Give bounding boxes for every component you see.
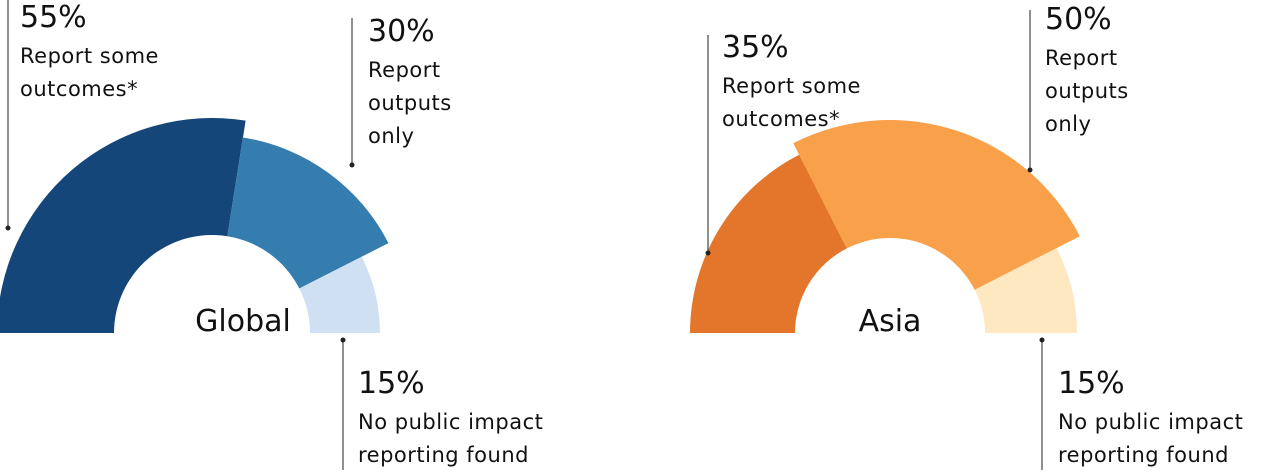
segment bbox=[299, 256, 380, 333]
segment bbox=[689, 154, 847, 333]
leader-dot bbox=[705, 250, 711, 256]
leader-dot bbox=[1027, 167, 1033, 173]
category-label: Report some outcomes* bbox=[722, 74, 861, 131]
leader-dot bbox=[1039, 337, 1045, 343]
category-label: No public impact reporting found bbox=[1058, 410, 1244, 467]
segment bbox=[0, 118, 246, 333]
segment bbox=[974, 248, 1077, 333]
value-label: 55% bbox=[20, 0, 87, 35]
category-label: No public impact reporting found bbox=[358, 410, 544, 467]
segment bbox=[227, 137, 389, 289]
chart-title: Global bbox=[195, 304, 291, 339]
segment bbox=[793, 120, 1080, 290]
value-label: 50% bbox=[1045, 2, 1112, 37]
chart-title: Asia bbox=[859, 304, 922, 339]
value-label: 30% bbox=[368, 14, 435, 49]
leader-dot bbox=[349, 162, 355, 168]
category-label: Report outputs only bbox=[368, 58, 452, 148]
category-label: Report some outcomes* bbox=[20, 44, 159, 101]
value-label: 35% bbox=[722, 30, 789, 65]
value-label: 15% bbox=[358, 366, 425, 401]
category-label: Report outputs only bbox=[1045, 46, 1129, 136]
leader-dot bbox=[340, 337, 346, 343]
value-label: 15% bbox=[1058, 366, 1125, 401]
leader-dot bbox=[5, 225, 11, 231]
